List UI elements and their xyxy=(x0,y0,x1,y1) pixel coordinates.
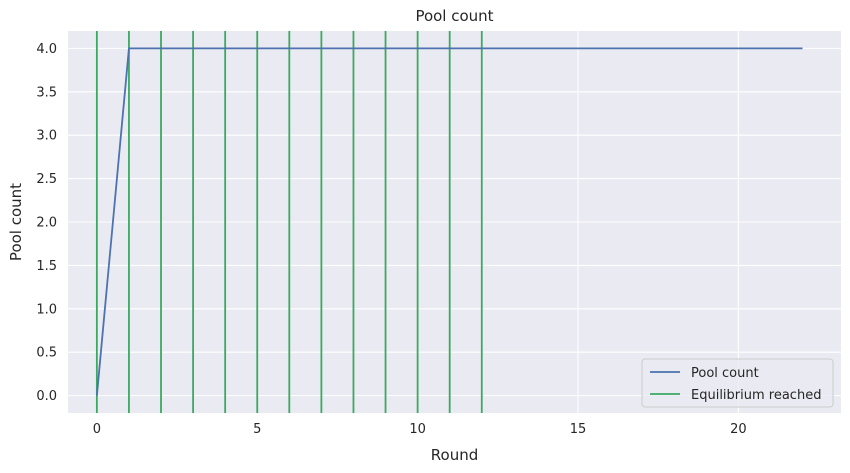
x-axis-label: Round xyxy=(431,446,478,464)
y-tick-label: 0.0 xyxy=(36,389,57,404)
x-tick-label: 15 xyxy=(570,422,587,437)
y-tick-label: 2.0 xyxy=(36,216,57,231)
y-tick-label: 3.0 xyxy=(36,129,57,144)
legend-box xyxy=(641,358,834,408)
y-tick-labels: 0.0 0.5 1.0 1.5 2.0 2.5 3.0 3.5 4.0 xyxy=(36,42,57,404)
y-tick-label: 3.5 xyxy=(36,85,57,100)
y-axis-label: Pool count xyxy=(7,183,25,261)
legend-label-pool-count: Pool count xyxy=(691,366,759,381)
x-tick-labels: 0 5 10 15 20 xyxy=(93,422,747,437)
y-tick-label: 0.5 xyxy=(36,346,57,361)
equilibrium-lines xyxy=(95,31,483,413)
x-tick-label: 10 xyxy=(409,422,426,437)
series-group xyxy=(95,47,803,396)
y-tick-label: 4.0 xyxy=(36,42,57,57)
y-tick-label: 1.5 xyxy=(36,259,57,274)
series-line-pool-count xyxy=(95,47,803,396)
x-tick-label: 20 xyxy=(730,422,747,437)
y-tick-label: 1.0 xyxy=(36,302,57,317)
y-tick-label: 2.5 xyxy=(36,172,57,187)
x-tick-label: 0 xyxy=(93,422,101,437)
chart-title: Pool count xyxy=(415,7,493,25)
legend-label-equilibrium: Equilibrium reached xyxy=(691,388,821,403)
legend: Pool count Equilibrium reached xyxy=(641,358,834,408)
x-tick-label: 5 xyxy=(253,422,261,437)
